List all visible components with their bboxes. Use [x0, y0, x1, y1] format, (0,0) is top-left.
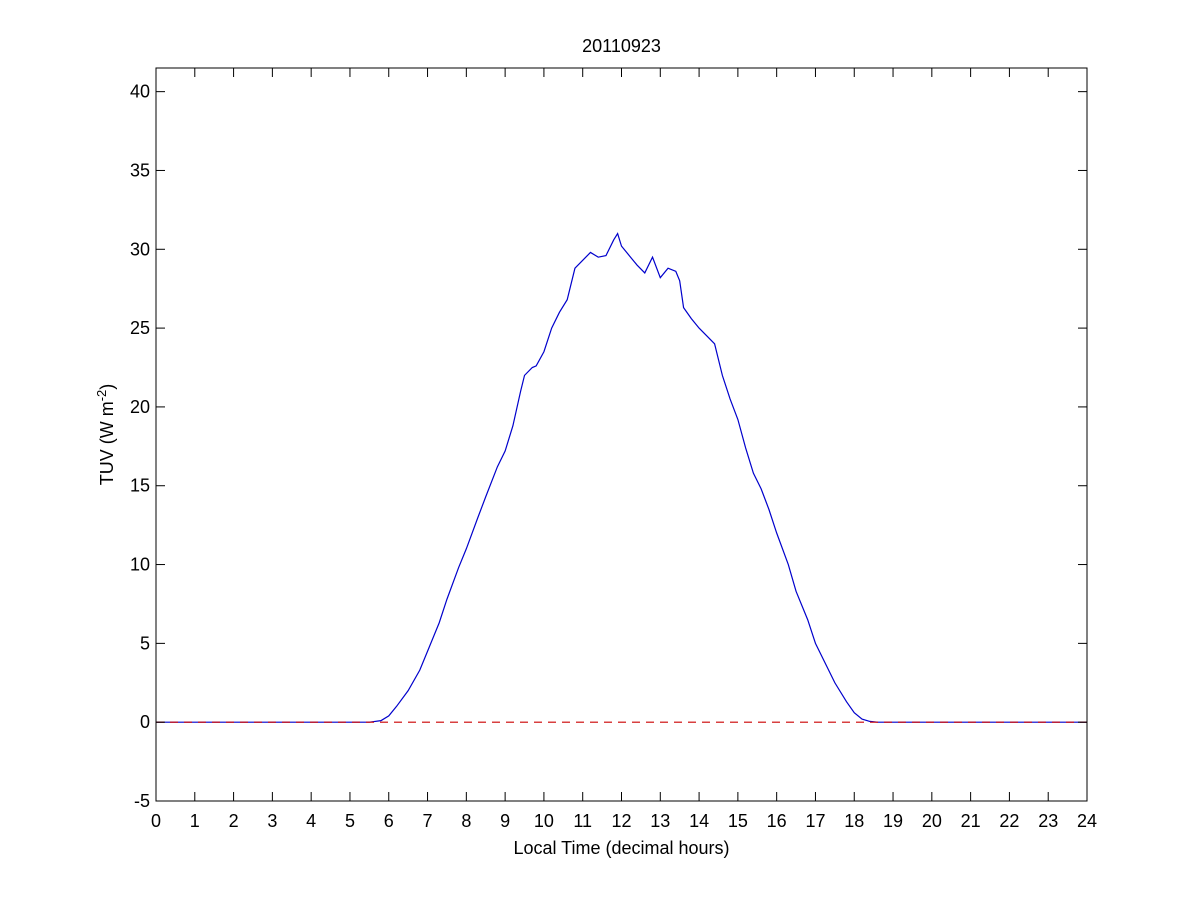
x-tick-label: 1	[190, 811, 200, 831]
y-tick-label: 25	[130, 318, 150, 338]
tuv-series-line	[156, 232, 1087, 723]
y-tick-label: 15	[130, 476, 150, 496]
y-axis-label: TUV (W m-2)	[94, 384, 118, 486]
x-tick-label: 13	[650, 811, 670, 831]
x-tick-label: 17	[805, 811, 825, 831]
y-tick-label: 10	[130, 555, 150, 575]
series-layer	[156, 232, 1087, 723]
x-tick-label: 24	[1077, 811, 1097, 831]
x-tick-label: 21	[961, 811, 981, 831]
x-tick-label: 4	[306, 811, 316, 831]
x-tick-label: 2	[229, 811, 239, 831]
x-tick-label: 7	[423, 811, 433, 831]
x-tick-label: 19	[883, 811, 903, 831]
x-tick-label: 14	[689, 811, 709, 831]
y-tick-label: 20	[130, 397, 150, 417]
y-axis-label-main: TUV (W m	[97, 401, 117, 485]
y-tick-label: 5	[140, 633, 150, 653]
x-tick-label: 11	[573, 811, 592, 831]
y-axis-label-superscript: -2	[94, 390, 109, 402]
x-axis-label: Local Time (decimal hours)	[513, 838, 729, 858]
y-tick-label: 35	[130, 160, 150, 180]
x-tick-label: 16	[767, 811, 787, 831]
x-tick-label: 5	[345, 811, 355, 831]
y-tick-label: 30	[130, 239, 150, 259]
y-tick-label: 40	[130, 82, 150, 102]
x-tick-label: 6	[384, 811, 394, 831]
x-tick-label: 12	[611, 811, 631, 831]
y-axis-label-close: )	[97, 384, 117, 390]
ticks-layer: 0 1 2 3 4 5 6 7 8 9 10 11 12 13 14 15 16 17 18 19 20 21 22 23 24…	[130, 68, 1097, 831]
x-tick-label: 22	[999, 811, 1019, 831]
y-tick-label: -5	[134, 791, 150, 811]
x-tick-label: 0	[151, 811, 161, 831]
chart-title: 20110923	[582, 36, 661, 56]
x-tick-label: 10	[534, 811, 554, 831]
x-tick-label: 23	[1038, 811, 1058, 831]
plot-frame	[155, 67, 1088, 802]
plot-background	[156, 68, 1087, 801]
x-tick-label: 20	[922, 811, 942, 831]
x-tick-label: 3	[267, 811, 277, 831]
x-tick-label: 15	[728, 811, 748, 831]
x-tick-label: 18	[844, 811, 864, 831]
x-tick-label: 8	[461, 811, 471, 831]
y-tick-label: 0	[140, 712, 150, 732]
x-tick-label: 9	[500, 811, 510, 831]
